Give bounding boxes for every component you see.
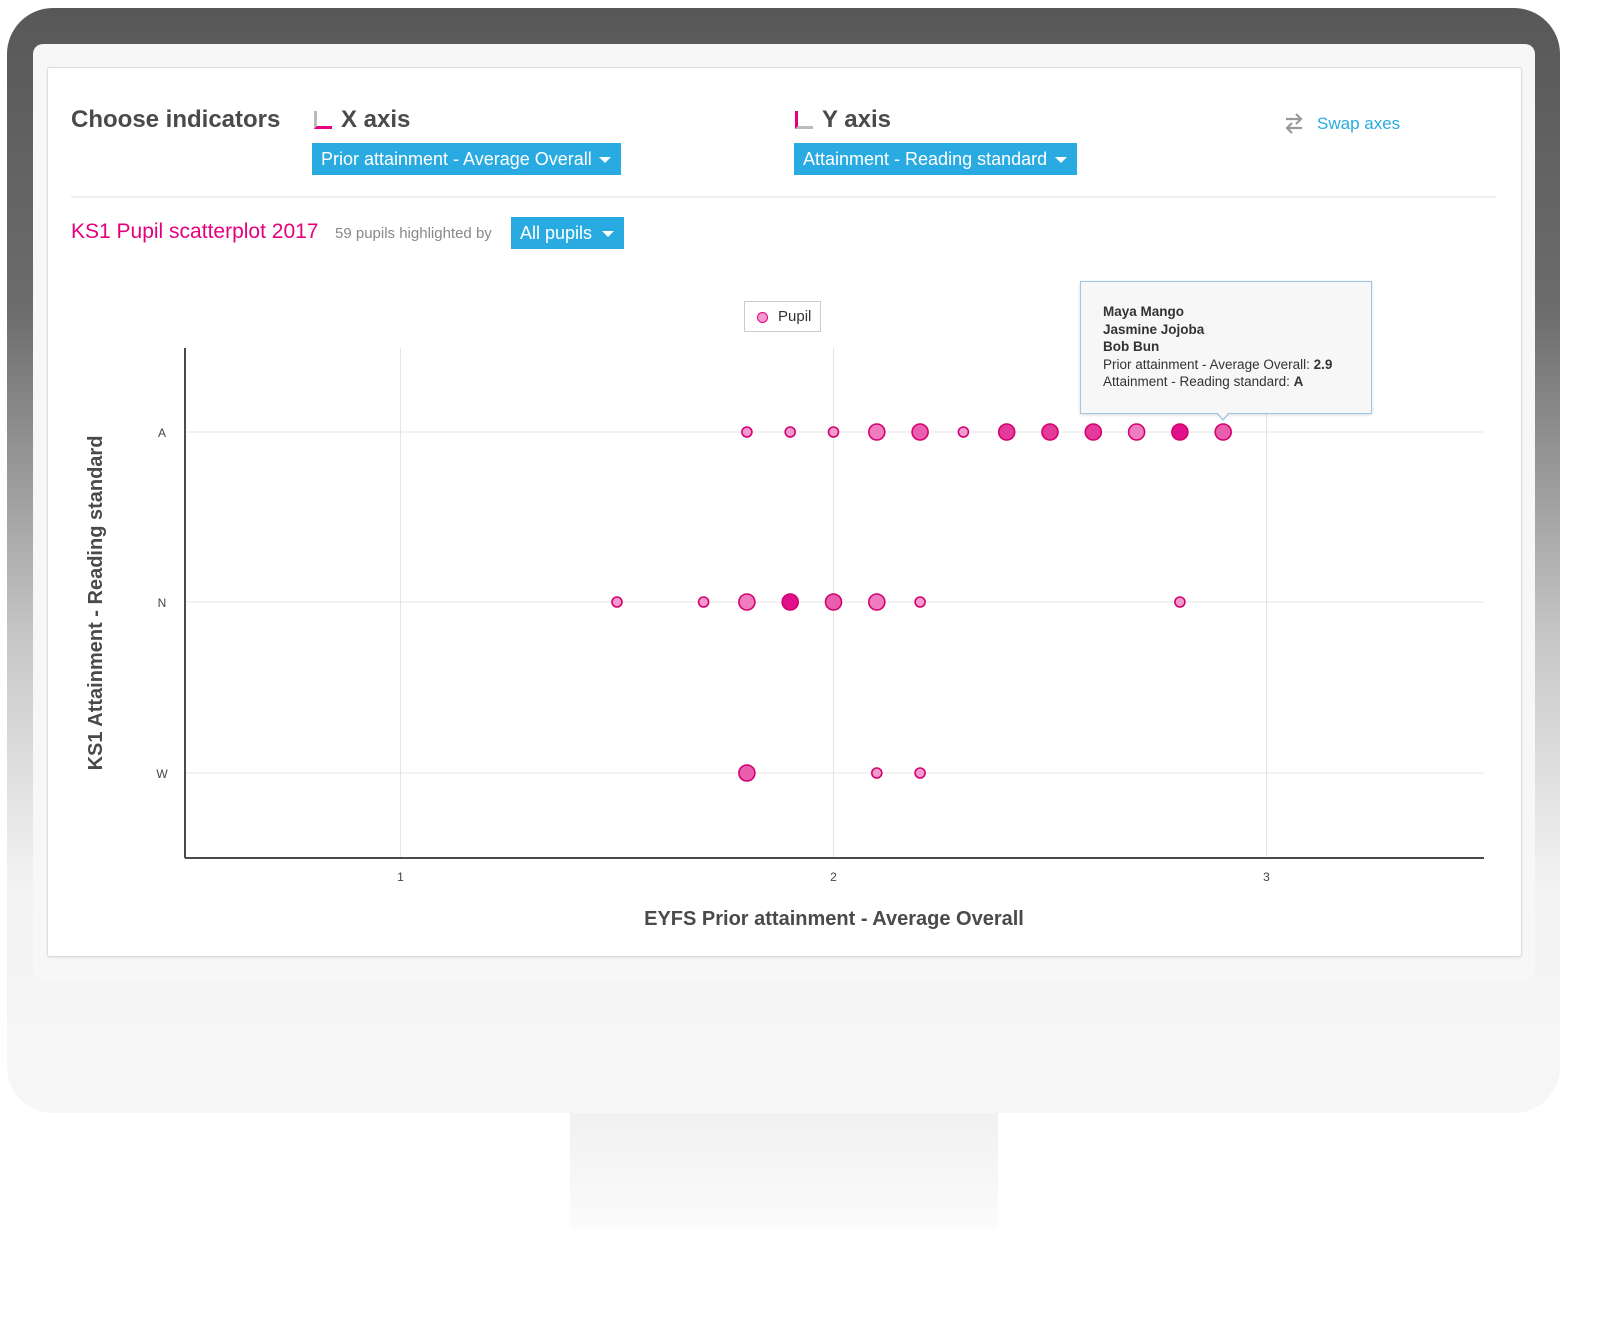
data-point xyxy=(611,596,623,608)
data-point xyxy=(824,593,843,611)
data-point xyxy=(867,593,886,611)
x-axis-heading: X axis xyxy=(341,106,411,133)
data-point xyxy=(781,593,800,611)
data-point xyxy=(997,423,1016,441)
plot-title: KS1 Pupil scatterplot 2017 xyxy=(71,220,319,243)
swap-axes-label: Swap axes xyxy=(1317,114,1401,133)
data-point xyxy=(827,426,840,438)
chart-legend[interactable]: Pupil xyxy=(744,301,821,332)
data-point xyxy=(1041,423,1059,441)
caret-down-icon xyxy=(602,231,614,237)
tooltip-x-label: Prior attainment - Average Overall: xyxy=(1103,356,1310,372)
x-axis-select-value: Prior attainment - Average Overall xyxy=(321,149,592,169)
y-tick-label: N xyxy=(158,596,167,610)
data-point xyxy=(867,423,886,441)
y-axis-title: KS1 Attainment - Reading standard xyxy=(85,436,107,771)
caret-down-icon xyxy=(1055,157,1067,163)
tooltip-name: Bob Bun xyxy=(1103,339,1160,354)
point-tooltip: Maya Mango Jasmine Jojoba Bob Bun Prior … xyxy=(1080,281,1372,414)
y-tick-label: W xyxy=(156,767,168,781)
highlight-select-value: All pupils xyxy=(520,223,593,243)
swap-arrows-icon xyxy=(1285,113,1303,134)
data-point xyxy=(914,767,926,779)
data-point xyxy=(741,426,753,438)
data-point xyxy=(738,593,756,611)
scatterplot-panel xyxy=(47,67,1522,957)
highlight-select[interactable]: All pupils xyxy=(511,217,624,249)
tooltip-x-line: Prior attainment - Average Overall: 2.9 xyxy=(1103,356,1371,374)
x-tick-label: 1 xyxy=(397,870,404,884)
tooltip-y-line: Attainment - Reading standard: A xyxy=(1103,373,1371,391)
data-point xyxy=(784,426,797,438)
highlight-caption: 59 pupils highlighted by xyxy=(335,225,492,242)
data-point xyxy=(1171,423,1189,441)
choose-indicators-heading: Choose indicators xyxy=(71,106,281,133)
axis-labels: 1 2 3 A N W EYFS Prior attainment - Average Ov… xyxy=(85,426,1270,930)
y-axis-icon xyxy=(795,111,813,129)
data-point xyxy=(738,764,756,782)
data-point xyxy=(1214,423,1232,441)
y-tick-label: A xyxy=(158,426,166,440)
data-point xyxy=(957,426,970,438)
data-point xyxy=(1127,423,1146,441)
legend-pupil-label: Pupil xyxy=(778,308,812,325)
data-point xyxy=(911,423,929,441)
axes xyxy=(184,348,1484,859)
data-points xyxy=(611,423,1232,782)
y-axis-select-value: Attainment - Reading standard xyxy=(803,149,1048,169)
y-axis-heading: Y axis xyxy=(822,106,891,133)
tooltip-x-value: 2.9 xyxy=(1313,356,1333,372)
tooltip-y-label: Attainment - Reading standard: xyxy=(1103,374,1290,389)
header-divider xyxy=(71,196,1496,198)
data-point xyxy=(914,596,926,608)
y-axis-select[interactable]: Attainment - Reading standard xyxy=(794,143,1077,175)
monitor-stand xyxy=(570,1113,998,1228)
x-tick-label: 3 xyxy=(1263,870,1270,884)
caret-down-icon xyxy=(599,157,611,163)
data-point xyxy=(1084,423,1103,441)
x-axis-title: EYFS Prior attainment - Average Overall xyxy=(644,908,1024,930)
tooltip-y-value: A xyxy=(1293,374,1304,389)
tooltip-name: Maya Mango xyxy=(1103,304,1185,319)
tooltip-name: Jasmine Jojoba xyxy=(1103,321,1205,337)
x-tick-label: 2 xyxy=(830,870,837,884)
x-axis-select[interactable]: Prior attainment - Average Overall xyxy=(312,143,621,175)
x-axis-icon xyxy=(314,111,332,129)
data-point xyxy=(697,596,710,608)
legend-pupil-marker xyxy=(757,312,768,323)
data-point xyxy=(870,767,883,779)
tooltip-pointer-fill xyxy=(1217,412,1229,419)
data-point xyxy=(1174,596,1186,608)
